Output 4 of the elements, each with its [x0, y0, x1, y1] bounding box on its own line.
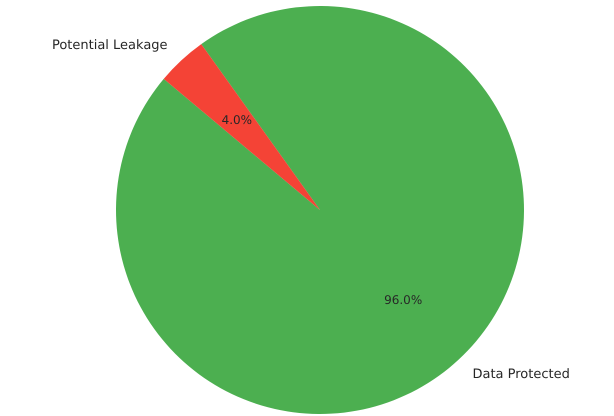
data-label: 96.0%	[384, 292, 422, 307]
slice-label: Potential Leakage	[52, 38, 168, 53]
data-label: 4.0%	[222, 113, 252, 128]
slice-label: Data Protected	[472, 367, 570, 382]
